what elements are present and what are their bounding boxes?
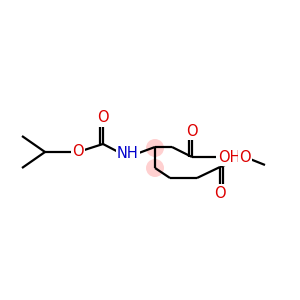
Text: O: O bbox=[72, 145, 84, 160]
Text: O: O bbox=[186, 124, 198, 139]
Text: O: O bbox=[214, 185, 226, 200]
Text: O: O bbox=[239, 149, 251, 164]
Circle shape bbox=[146, 159, 164, 177]
Text: O: O bbox=[97, 110, 109, 125]
Text: NH: NH bbox=[117, 146, 139, 161]
Circle shape bbox=[146, 139, 164, 157]
Text: OH: OH bbox=[218, 149, 241, 164]
